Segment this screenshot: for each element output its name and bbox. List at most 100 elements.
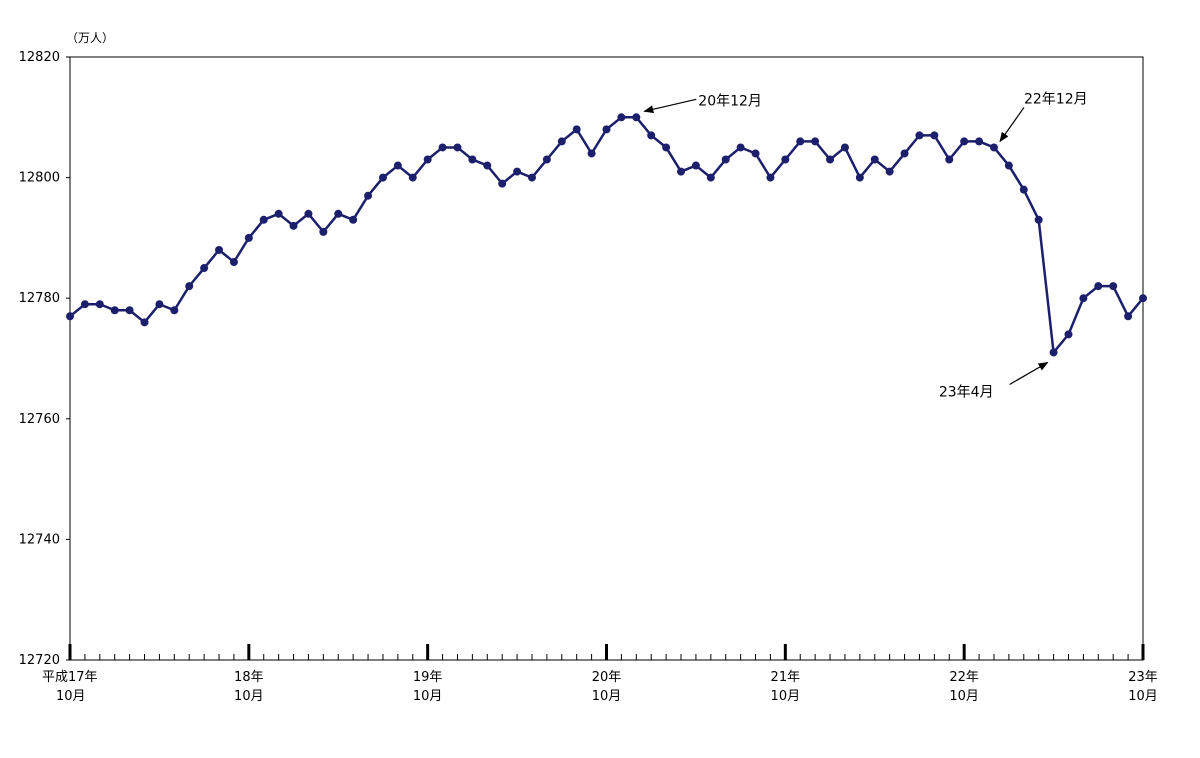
data-point: [870, 155, 879, 164]
data-point: [110, 306, 119, 315]
x-tick-label-year: 20年: [592, 670, 622, 685]
data-point: [945, 155, 954, 164]
annotation-label: 23年4月: [939, 384, 994, 400]
data-point: [766, 173, 775, 182]
data-point: [140, 318, 149, 327]
data-point: [1064, 330, 1073, 339]
x-tick-label-year: 19年: [413, 670, 443, 685]
y-tick-label: 12740: [19, 532, 60, 547]
data-point: [468, 155, 477, 164]
plot-frame: [69, 56, 1144, 661]
data-point: [393, 161, 402, 170]
data-point: [811, 137, 820, 146]
annotation-arrow: [1009, 361, 1049, 385]
data-point: [185, 282, 194, 291]
data-point: [334, 209, 343, 218]
data-point: [1094, 282, 1103, 291]
data-point: [662, 143, 671, 152]
data-point: [259, 215, 268, 224]
y-unit-label: （万人）: [66, 31, 114, 45]
data-point: [721, 155, 730, 164]
data-point: [1124, 312, 1133, 321]
data-point: [483, 161, 492, 170]
annotation-label: 22年12月: [1024, 91, 1088, 107]
data-point: [900, 149, 909, 158]
data-point: [1004, 161, 1013, 170]
data-point: [229, 258, 238, 267]
x-tick-label-month: 10月: [949, 689, 979, 704]
data-point: [170, 306, 179, 315]
data-point: [989, 143, 998, 152]
series-line: [69, 116, 1144, 354]
data-point: [513, 167, 522, 176]
series-layer: [66, 113, 1147, 357]
data-point: [587, 149, 596, 158]
x-axis: 平成17年 10月 18年 10月 19年 10月 20年 10月 21年 10月 22年 10月 23…: [42, 644, 1158, 704]
data-point: [572, 125, 581, 134]
x-tick-label-month: 10月: [234, 689, 264, 704]
data-point: [1079, 294, 1088, 303]
x-tick-label-month: 10月: [413, 689, 443, 704]
data-point: [155, 300, 164, 309]
annotation-arrow: [999, 107, 1025, 143]
data-point: [349, 215, 358, 224]
data-point: [826, 155, 835, 164]
data-point: [423, 155, 432, 164]
data-point: [1049, 348, 1058, 357]
data-point: [80, 300, 89, 309]
data-point: [557, 137, 566, 146]
data-point: [408, 173, 417, 182]
data-point: [930, 131, 939, 140]
data-point: [378, 173, 387, 182]
annotation-arrow: [643, 98, 697, 114]
x-tick-label-month: 10月: [1128, 689, 1158, 704]
y-tick-label: 12720: [19, 653, 60, 668]
data-point: [840, 143, 849, 152]
x-tick-label-month: 10月: [592, 689, 622, 704]
data-point: [706, 173, 715, 182]
x-tick-label-year: 23年: [1128, 670, 1158, 685]
data-point: [915, 131, 924, 140]
data-point: [542, 155, 551, 164]
data-point: [244, 233, 253, 242]
y-tick-label: 12760: [19, 412, 60, 427]
data-point: [751, 149, 760, 158]
y-tick-label: 12780: [19, 291, 60, 306]
data-point: [274, 209, 283, 218]
data-point: [796, 137, 805, 146]
x-tick-label-year: 平成17年: [42, 670, 98, 685]
x-tick-label-year: 18年: [234, 670, 264, 685]
data-point: [289, 221, 298, 230]
data-point: [215, 245, 224, 254]
x-tick-label-year: 22年: [949, 670, 979, 685]
data-point: [527, 173, 536, 182]
x-tick-label-month: 10月: [771, 689, 801, 704]
data-point: [632, 113, 641, 122]
data-point: [736, 143, 745, 152]
data-point: [1034, 215, 1043, 224]
data-point: [691, 161, 700, 170]
y-tick-label: 12820: [19, 50, 60, 65]
data-point: [498, 179, 507, 188]
data-point: [1019, 185, 1028, 194]
data-point: [602, 125, 611, 134]
data-point: [125, 306, 134, 315]
data-point: [438, 143, 447, 152]
x-tick-label-year: 21年: [771, 670, 801, 685]
data-point: [66, 312, 74, 321]
data-point: [319, 227, 328, 236]
annotation-layer: 20年12月 22年12月 23年4月: [643, 91, 1088, 400]
data-point: [1139, 294, 1147, 303]
data-point: [855, 173, 864, 182]
data-point: [960, 137, 969, 146]
data-point: [617, 113, 626, 122]
data-point: [781, 155, 790, 164]
y-tick-label: 12800: [19, 171, 60, 186]
plot-area: [69, 56, 1144, 661]
data-point: [647, 131, 656, 140]
data-point: [677, 167, 686, 176]
data-point: [885, 167, 894, 176]
data-point: [453, 143, 462, 152]
data-point: [304, 209, 313, 218]
